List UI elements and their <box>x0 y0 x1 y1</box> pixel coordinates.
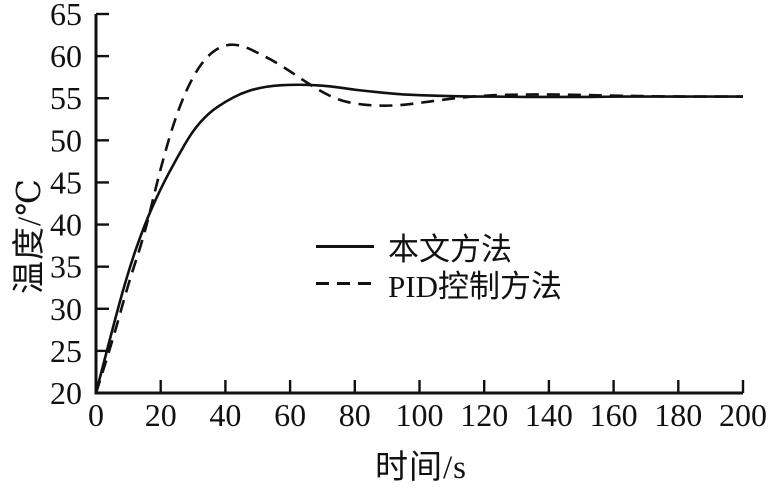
y-axis-title: 温度/℃ <box>12 177 48 295</box>
y-tick-label: 55 <box>50 80 82 116</box>
solid-series-line <box>94 83 743 394</box>
y-tick-label: 40 <box>50 207 82 243</box>
x-tick-label: 160 <box>590 397 638 433</box>
x-tick-label: 140 <box>525 397 573 433</box>
y-tick-label: 50 <box>50 122 82 158</box>
x-tick-label: 200 <box>719 397 767 433</box>
x-tick-label: 0 <box>88 397 104 433</box>
legend-item-proposed-method: 本文方法 <box>316 228 562 267</box>
y-tick-label: 35 <box>50 249 82 285</box>
y-tick-label: 60 <box>50 38 82 74</box>
legend-label-proposed-method: 本文方法 <box>388 232 512 267</box>
x-tick-label: 180 <box>654 397 702 433</box>
x-axis-title: 时间/s <box>374 450 468 486</box>
y-tick-label: 30 <box>50 291 82 327</box>
legend-item-pid-method: PID控制方法 <box>316 265 562 304</box>
dashed-line-sample <box>316 282 374 285</box>
y-tick-label: 25 <box>50 333 82 369</box>
x-tick-label: 40 <box>209 397 241 433</box>
y-tick-label: 65 <box>50 0 82 32</box>
y-tick-label: 45 <box>50 164 82 200</box>
y-tick-label: 20 <box>50 375 82 411</box>
x-tick-label: 20 <box>145 397 177 433</box>
solid-line-sample <box>316 245 374 248</box>
x-tick-label: 80 <box>339 397 371 433</box>
x-tick-label: 100 <box>396 397 444 433</box>
legend: 本文方法 PID控制方法 <box>316 228 562 304</box>
legend-label-pid-method: PID控制方法 <box>388 269 562 304</box>
x-tick-label: 120 <box>460 397 508 433</box>
x-tick-label: 60 <box>274 397 306 433</box>
